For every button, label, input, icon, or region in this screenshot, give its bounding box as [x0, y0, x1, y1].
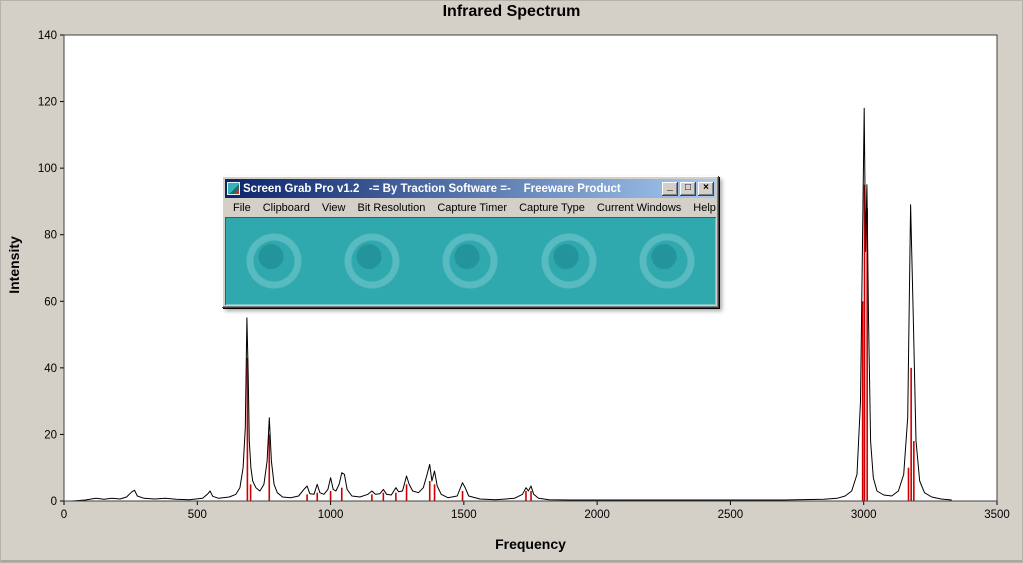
svg-text:1000: 1000 [318, 509, 344, 521]
menu-item-bit-resolution[interactable]: Bit Resolution [357, 201, 426, 214]
logo-watermark [531, 224, 606, 298]
menu-item-clipboard[interactable]: Clipboard [262, 201, 310, 214]
svg-text:2000: 2000 [584, 509, 610, 521]
menu-item-capture-type[interactable]: Capture Type [519, 201, 585, 214]
menu-item-current-windows[interactable]: Current Windows [596, 201, 682, 214]
menu-item-view[interactable]: View [321, 201, 346, 214]
x-axis-label: Frequency [495, 536, 566, 552]
logo-watermark [433, 224, 508, 298]
plot-frame [63, 34, 998, 502]
menu-item-file[interactable]: File [233, 201, 251, 214]
svg-text:3500: 3500 [984, 509, 1010, 521]
x-ticks: 0 500 1000 1500 2000 2500 3000 3500 [61, 501, 1010, 521]
chart-title: Infrared Spectrum [442, 3, 581, 20]
peak-sticks [246, 184, 915, 501]
svg-text:2500: 2500 [718, 509, 744, 521]
y-ticks: 0 20 40 60 80 100 120 140 [38, 30, 64, 508]
logo-watermark [237, 224, 312, 298]
svg-text:80: 80 [44, 230, 57, 242]
screen-grab-pro-window: Screen Grab Pro v1.2 -= By Traction Soft… [222, 176, 719, 308]
svg-text:1500: 1500 [451, 509, 477, 521]
svg-text:0: 0 [51, 496, 57, 508]
svg-text:20: 20 [44, 429, 57, 441]
svg-text:60: 60 [44, 296, 57, 308]
svg-text:40: 40 [44, 363, 57, 375]
window-titlebar[interactable]: Screen Grab Pro v1.2 -= By Traction Soft… [225, 179, 716, 198]
app-icon [227, 182, 240, 195]
svg-text:500: 500 [188, 509, 207, 521]
maximize-button[interactable]: □ [680, 181, 696, 196]
menu-bar: File Clipboard View Bit Resolution Capture T… [225, 198, 716, 217]
y-axis-label: Intensity [6, 236, 22, 294]
menu-item-help[interactable]: Help [693, 201, 716, 214]
svg-text:120: 120 [38, 97, 57, 109]
svg-text:3000: 3000 [851, 509, 877, 521]
window-content [225, 217, 716, 305]
svg-text:140: 140 [38, 30, 57, 42]
logo-watermark [629, 224, 704, 298]
logo-watermark [335, 224, 410, 298]
spectrum-line [71, 107, 952, 502]
svg-text:100: 100 [38, 163, 57, 175]
close-button[interactable]: × [698, 181, 714, 196]
window-title: Screen Grab Pro v1.2 -= By Traction Soft… [243, 182, 621, 195]
svg-text:0: 0 [61, 509, 67, 521]
window-controls: _ □ × [662, 181, 714, 196]
menu-item-capture-timer[interactable]: Capture Timer [437, 201, 508, 214]
minimize-button[interactable]: _ [662, 181, 678, 196]
